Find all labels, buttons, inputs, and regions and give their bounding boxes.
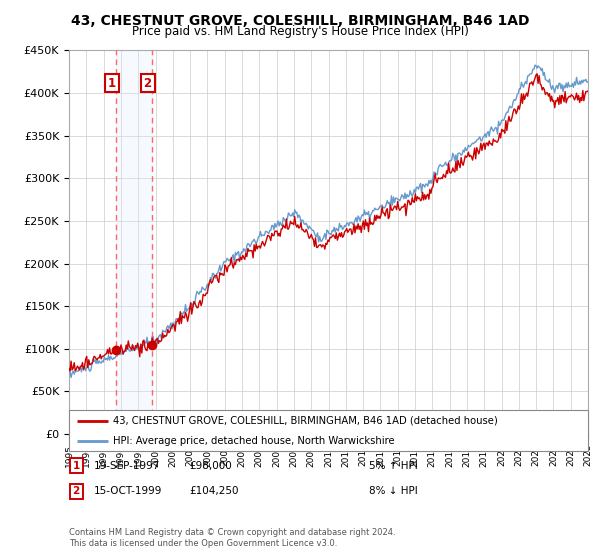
Text: 8% ↓ HPI: 8% ↓ HPI: [369, 486, 418, 496]
Text: 2: 2: [143, 77, 152, 90]
Text: 43, CHESTNUT GROVE, COLESHILL, BIRMINGHAM, B46 1AD (detached house): 43, CHESTNUT GROVE, COLESHILL, BIRMINGHA…: [113, 416, 498, 426]
Text: Price paid vs. HM Land Registry's House Price Index (HPI): Price paid vs. HM Land Registry's House …: [131, 25, 469, 38]
Text: £98,000: £98,000: [189, 461, 232, 471]
Text: 1: 1: [107, 77, 116, 90]
Text: 43, CHESTNUT GROVE, COLESHILL, BIRMINGHAM, B46 1AD: 43, CHESTNUT GROVE, COLESHILL, BIRMINGHA…: [71, 14, 529, 28]
Bar: [116, 50, 152, 434]
Text: 1: 1: [73, 461, 80, 471]
Text: HPI: Average price, detached house, North Warwickshire: HPI: Average price, detached house, Nort…: [113, 436, 395, 446]
Text: 19-SEP-1997: 19-SEP-1997: [94, 461, 161, 471]
Text: £104,250: £104,250: [189, 486, 239, 496]
FancyBboxPatch shape: [70, 484, 83, 498]
Text: Contains HM Land Registry data © Crown copyright and database right 2024.
This d: Contains HM Land Registry data © Crown c…: [69, 528, 395, 548]
FancyBboxPatch shape: [69, 410, 588, 451]
FancyBboxPatch shape: [70, 458, 83, 473]
Text: 15-OCT-1999: 15-OCT-1999: [94, 486, 163, 496]
Text: 2: 2: [73, 486, 80, 496]
Text: 5% ↑ HPI: 5% ↑ HPI: [369, 461, 418, 471]
